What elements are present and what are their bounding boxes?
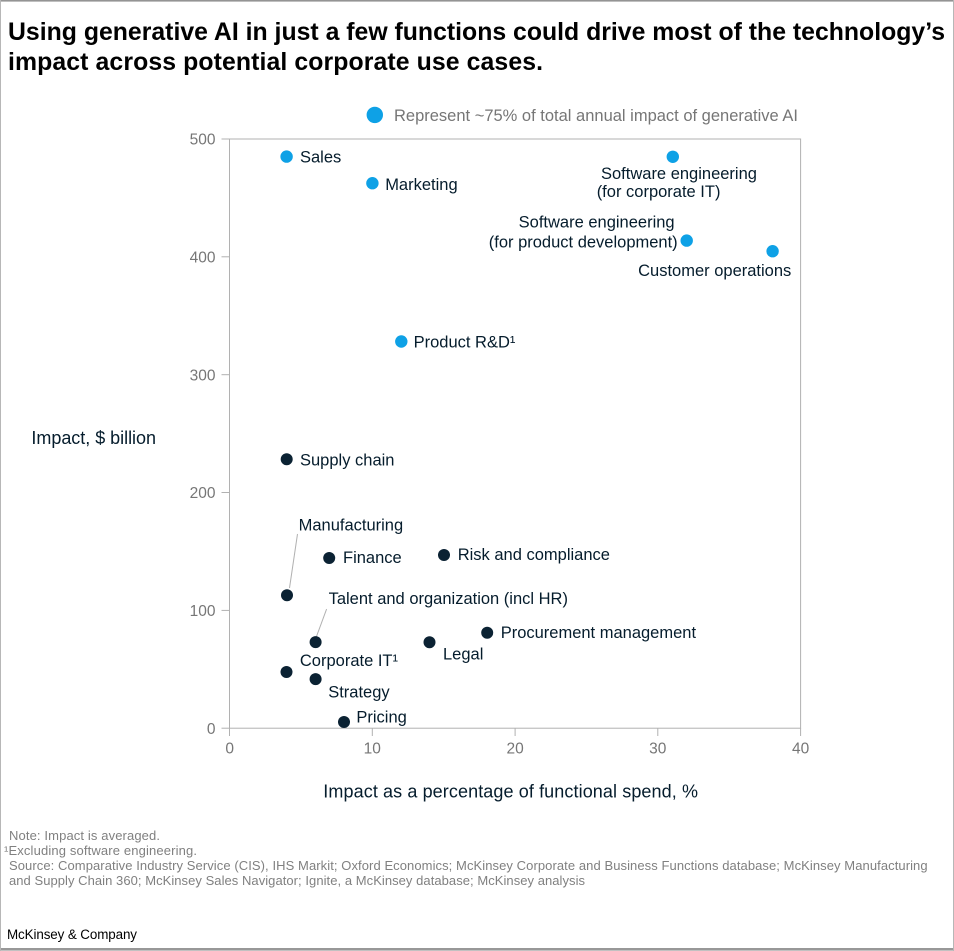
svg-text:40: 40 [792,741,810,758]
svg-text:300: 300 [190,367,216,384]
svg-text:500: 500 [190,132,216,149]
svg-text:Manufacturing: Manufacturing [299,517,404,535]
svg-text:(for product development): (for product development) [489,233,678,251]
svg-text:400: 400 [190,249,216,266]
svg-text:Risk and compliance: Risk and compliance [458,546,610,564]
svg-text:Procurement management: Procurement management [501,624,697,642]
svg-text:Using generative AI in just a: Using generative AI in just a few functi… [8,19,945,46]
svg-text:Talent and organization (incl: Talent and organization (incl HR) [329,590,568,608]
svg-text:100: 100 [190,603,216,620]
svg-text:30: 30 [649,741,667,758]
svg-text:200: 200 [190,485,216,502]
svg-text:Note: Impact is averaged.: Note: Impact is averaged. [9,828,160,843]
svg-text:Sales: Sales [300,149,341,167]
svg-text:Legal: Legal [443,645,483,663]
svg-text:(for corporate IT): (for corporate IT) [597,183,721,201]
svg-text:Customer operations: Customer operations [638,262,791,280]
svg-text:Product R&D¹: Product R&D¹ [414,334,516,352]
svg-text:¹Excluding software engineerin: ¹Excluding software engineering. [4,843,197,858]
svg-text:McKinsey & Company: McKinsey & Company [7,927,137,942]
svg-text:Pricing: Pricing [356,709,406,727]
svg-text:impact across potential corpor: impact across potential corporate use ca… [8,49,543,76]
svg-text:Represent ~75% of total annual: Represent ~75% of total annual impact of… [394,107,798,125]
svg-text:20: 20 [506,741,524,758]
svg-text:Source: Comparative Industry S: Source: Comparative Industry Service (CI… [9,858,928,873]
svg-text:Impact as a percentage of func: Impact as a percentage of functional spe… [323,782,698,802]
svg-text:Marketing: Marketing [385,176,457,194]
svg-text:10: 10 [364,741,382,758]
svg-text:Software engineering: Software engineering [519,214,675,232]
svg-text:Corporate IT¹: Corporate IT¹ [300,652,399,670]
svg-text:and Supply Chain 360; McKinsey: and Supply Chain 360; McKinsey Sales Nav… [9,873,586,888]
svg-text:0: 0 [225,741,234,758]
svg-text:Strategy: Strategy [328,684,390,702]
svg-text:0: 0 [207,721,216,738]
svg-text:Impact, $ billion: Impact, $ billion [31,428,156,448]
svg-text:Finance: Finance [343,549,402,567]
svg-text:Software engineering: Software engineering [601,165,757,183]
svg-text:Supply chain: Supply chain [300,451,394,469]
